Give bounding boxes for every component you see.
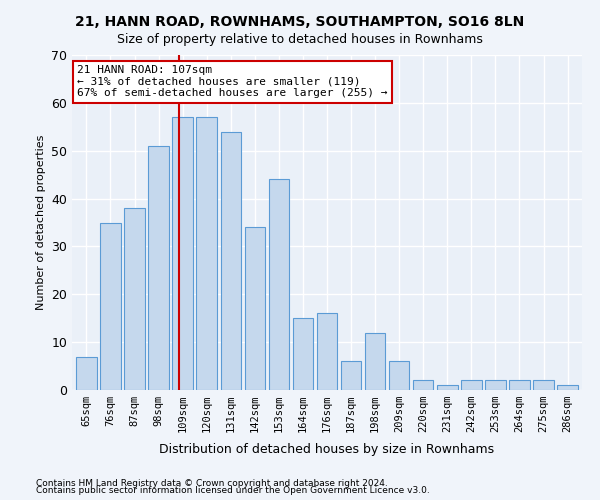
Bar [100,222,121,390]
Bar [389,362,409,390]
Y-axis label: Number of detached properties: Number of detached properties [35,135,46,310]
Bar [76,356,97,390]
Bar [413,380,433,390]
Text: Contains public sector information licensed under the Open Government Licence v3: Contains public sector information licen… [36,486,430,495]
Bar [196,117,217,390]
Bar [245,228,265,390]
Bar [269,180,289,390]
Bar [557,385,578,390]
Bar [437,385,458,390]
Bar [148,146,169,390]
Bar [365,332,385,390]
Bar [485,380,506,390]
Bar [293,318,313,390]
X-axis label: Distribution of detached houses by size in Rownhams: Distribution of detached houses by size … [160,444,494,456]
Bar [461,380,482,390]
Text: 21 HANN ROAD: 107sqm
← 31% of detached houses are smaller (119)
67% of semi-deta: 21 HANN ROAD: 107sqm ← 31% of detached h… [77,65,388,98]
Text: Size of property relative to detached houses in Rownhams: Size of property relative to detached ho… [117,32,483,46]
Text: Contains HM Land Registry data © Crown copyright and database right 2024.: Contains HM Land Registry data © Crown c… [36,478,388,488]
Bar [317,314,337,390]
Bar [124,208,145,390]
Bar [533,380,554,390]
Bar [341,362,361,390]
Bar [221,132,241,390]
Bar [172,117,193,390]
Bar [509,380,530,390]
Text: 21, HANN ROAD, ROWNHAMS, SOUTHAMPTON, SO16 8LN: 21, HANN ROAD, ROWNHAMS, SOUTHAMPTON, SO… [76,15,524,29]
